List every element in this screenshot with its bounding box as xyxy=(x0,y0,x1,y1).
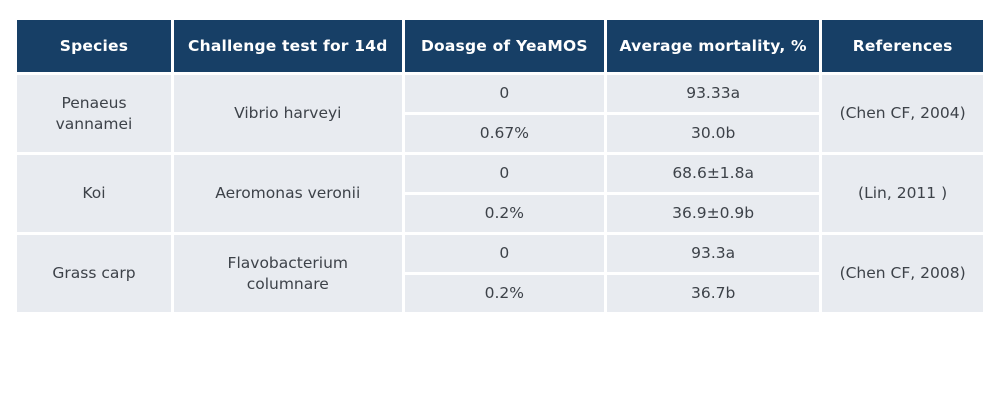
challenge-cell: Aeromonas veronii xyxy=(170,152,405,235)
mortality-cell: 30.0b xyxy=(604,112,823,155)
table-row: 0.2% 36.7b xyxy=(16,272,985,315)
table-row: 0.2% 36.9±0.9b xyxy=(16,192,985,235)
table-row: Grass carp Flavobacterium columnare 0 93… xyxy=(14,232,986,315)
header-cell-species: Species xyxy=(14,17,174,75)
reference-cell: (Lin, 2011 ) xyxy=(819,152,986,235)
reference-cell: (Chen CF, 2008) xyxy=(819,232,986,315)
table-row: 0.67% 30.0b xyxy=(16,112,985,155)
reference-cell: (Chen CF, 2004) xyxy=(819,72,986,155)
dosage-cell: 0 xyxy=(401,232,608,275)
challenge-cell: Vibrio harveyi xyxy=(170,72,405,155)
header-row: Species Challenge test for 14d Doasge of… xyxy=(14,17,986,75)
note-line-1: Note: After 55ds, 100 grass carp were ra… xyxy=(16,402,994,410)
header-cell-dosage: Doasge of YeaMOS xyxy=(401,17,608,75)
species-cell: Penaeus vannamei xyxy=(14,72,174,155)
results-table-container: Species Challenge test for 14d Doasge of… xyxy=(14,17,986,315)
dosage-cell: 0.2% xyxy=(401,192,608,235)
header-cell-challenge-test: Challenge test for 14d xyxy=(170,17,405,75)
dosage-cell: 0 xyxy=(401,152,608,195)
species-cell: Grass carp xyxy=(14,232,174,315)
challenge-test-results-table: Species Challenge test for 14d Doasge of… xyxy=(14,17,986,315)
table-row: Koi Aeromonas veronii 0 68.6±1.8a (Lin, … xyxy=(14,152,986,235)
header-cell-references: References xyxy=(819,17,986,75)
mortality-cell: 68.6±1.8a xyxy=(604,152,823,195)
mortality-cell: 36.7b xyxy=(604,272,823,315)
dosage-cell: 0 xyxy=(401,72,608,115)
header-cell-average-mortality: Average mortality, % xyxy=(604,17,823,75)
dosage-cell: 0.2% xyxy=(401,272,608,315)
table-note: Note: After 55ds, 100 grass carp were ra… xyxy=(16,338,994,410)
challenge-cell: Flavobacterium columnare xyxy=(170,232,405,315)
dosage-cell: 0.67% xyxy=(401,112,608,155)
mortality-cell: 93.3a xyxy=(604,232,823,275)
species-cell: Koi xyxy=(14,152,174,235)
table-row: Penaeus vannamei Vibrio harveyi 0 93.33a… xyxy=(14,72,986,155)
mortality-cell: 36.9±0.9b xyxy=(604,192,823,235)
mortality-cell: 93.33a xyxy=(604,72,823,115)
